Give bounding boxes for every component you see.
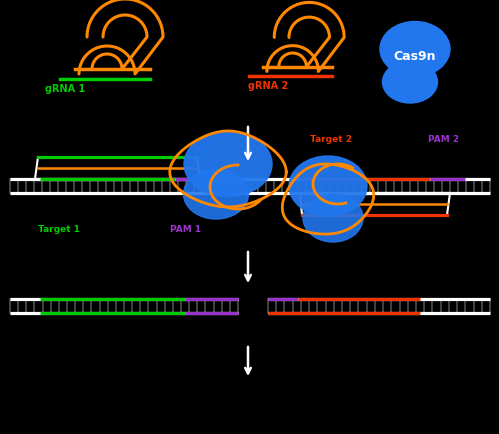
Ellipse shape (184, 132, 272, 197)
Ellipse shape (184, 170, 249, 220)
Text: gRNA 1: gRNA 1 (45, 84, 85, 94)
Text: PAM 2: PAM 2 (428, 135, 459, 144)
Text: Target 1: Target 1 (38, 224, 80, 233)
Ellipse shape (303, 194, 363, 243)
Ellipse shape (380, 23, 450, 77)
Text: Target 2: Target 2 (310, 135, 352, 144)
Text: gRNA 2: gRNA 2 (248, 81, 288, 91)
Text: PAM 1: PAM 1 (170, 224, 201, 233)
Ellipse shape (289, 157, 367, 217)
Text: Cas9n: Cas9n (394, 50, 436, 63)
Ellipse shape (383, 62, 438, 104)
